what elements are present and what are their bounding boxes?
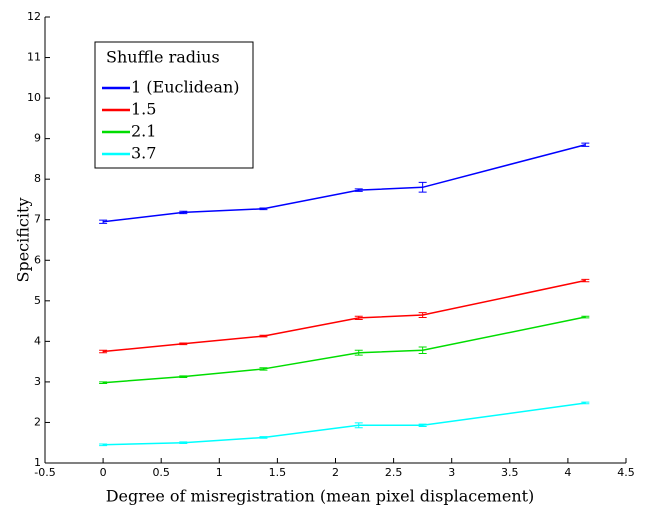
- y-tick-label: 1: [34, 456, 41, 469]
- error-bar: [354, 349, 363, 356]
- error-bar: [179, 441, 188, 445]
- x-tick-label: 4.5: [617, 466, 635, 479]
- x-tick-label: 3: [448, 466, 455, 479]
- y-tick-label: 7: [34, 213, 41, 226]
- legend-label: 3.7: [131, 144, 156, 163]
- error-bar: [581, 401, 590, 405]
- legend: Shuffle radius 1 (Euclidean) 1.5 2.1 3.7: [94, 41, 254, 169]
- legend-box: [94, 41, 254, 169]
- series-line: [103, 316, 586, 384]
- y-tick-label: 12: [27, 10, 41, 23]
- x-tick-label: 3.5: [501, 466, 519, 479]
- x-tick-label: 1.5: [269, 466, 287, 479]
- error-bar: [354, 422, 363, 429]
- error-bar: [581, 142, 590, 147]
- error-bar: [581, 315, 590, 319]
- y-tick-label: 9: [34, 132, 41, 145]
- x-tick-label: 2: [332, 466, 339, 479]
- error-bar: [418, 312, 427, 318]
- error-bar: [99, 381, 108, 385]
- legend-label: 1 (Euclidean): [131, 78, 239, 97]
- x-tick-label: 4: [564, 466, 571, 479]
- series-line: [103, 143, 586, 223]
- y-tick-label: 11: [27, 51, 41, 64]
- error-bar: [99, 219, 108, 224]
- legend-label: 1.5: [131, 100, 156, 119]
- error-bar: [259, 436, 268, 439]
- error-bar: [259, 367, 268, 371]
- error-bar: [354, 188, 363, 192]
- x-tick-label: 2.5: [385, 466, 403, 479]
- error-bar: [259, 207, 268, 211]
- error-bar: [581, 278, 590, 283]
- x-tick-label: 0: [100, 466, 107, 479]
- x-axis-label: Degree of misregistration (mean pixel di…: [106, 487, 535, 506]
- y-tick-label: 4: [34, 334, 41, 347]
- error-bar: [99, 443, 108, 447]
- error-bar: [418, 346, 427, 355]
- error-bar: [418, 181, 427, 193]
- error-bar: [99, 349, 108, 354]
- y-tick-label: 5: [34, 294, 41, 307]
- error-bar: [418, 423, 427, 428]
- x-tick-label: -0.5: [34, 466, 55, 479]
- x-tick-label: 1: [216, 466, 223, 479]
- error-bar: [259, 334, 268, 338]
- error-bar: [179, 210, 188, 215]
- series-line: [103, 279, 586, 353]
- error-bar: [354, 315, 363, 320]
- x-tick-label: 0.5: [152, 466, 170, 479]
- legend-title: Shuffle radius: [106, 48, 220, 67]
- y-axis-label: Specificity: [14, 198, 33, 283]
- y-tick-label: 6: [34, 253, 41, 266]
- y-tick-label: 10: [27, 91, 41, 104]
- series-line: [103, 402, 586, 446]
- y-tick-label: 3: [34, 375, 41, 388]
- error-bar: [179, 375, 188, 378]
- y-tick-label: 2: [34, 415, 41, 428]
- legend-label: 2.1: [131, 122, 156, 141]
- y-tick-label: 8: [34, 172, 41, 185]
- error-bar: [179, 342, 188, 346]
